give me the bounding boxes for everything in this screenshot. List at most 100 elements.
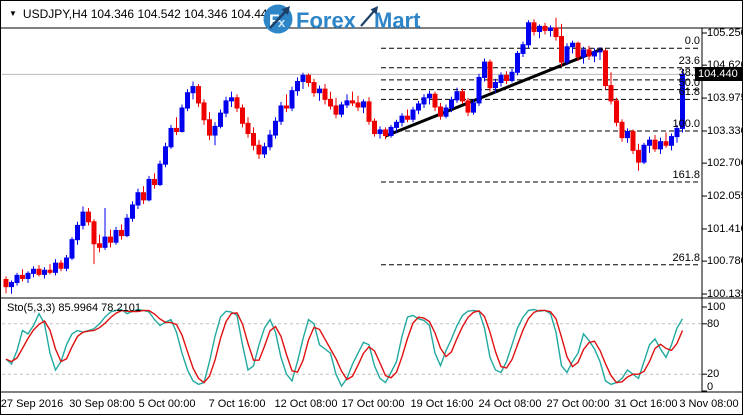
price-tick-label[interactable]: 100.780 xyxy=(707,255,743,268)
candlestick xyxy=(680,73,685,129)
date-label[interactable]: 17 Oct 00:00 xyxy=(341,398,405,410)
candlestick xyxy=(641,144,647,163)
candlestick xyxy=(69,239,75,259)
candlestick xyxy=(212,125,218,136)
candlestick xyxy=(36,268,42,275)
date-label[interactable]: 12 Oct 08:00 xyxy=(274,398,338,410)
candlestick xyxy=(267,134,273,148)
current-price-badge: 104.440 xyxy=(695,67,742,82)
candlestick xyxy=(421,97,427,105)
date-label[interactable]: 30 Sep 08:00 xyxy=(69,398,135,410)
trendline xyxy=(384,47,604,138)
candlestick xyxy=(608,85,614,102)
fib-level-label: 100.0 xyxy=(672,117,700,130)
candlestick xyxy=(471,102,476,113)
candlestick xyxy=(42,269,47,275)
price-tick-label[interactable]: 100.135 xyxy=(707,288,743,301)
logo-monogram-f: F xyxy=(269,11,279,30)
price-tick-label[interactable]: 103.330 xyxy=(707,124,743,137)
candlestick xyxy=(493,81,498,89)
candlestick xyxy=(201,102,207,121)
candlestick xyxy=(333,105,339,115)
candlestick xyxy=(86,211,91,223)
sto-scale-label[interactable]: 80 xyxy=(707,317,720,330)
fib-level-label: 161.8 xyxy=(672,169,700,182)
candlestick xyxy=(344,100,350,106)
candlestick xyxy=(295,80,300,92)
candlestick xyxy=(548,27,553,31)
candlestick xyxy=(185,92,190,109)
candlestick xyxy=(361,101,366,108)
candlestick xyxy=(97,243,102,248)
date-label[interactable]: 27 Sep 2016 xyxy=(0,398,64,410)
candlestick xyxy=(196,86,201,104)
candlestick xyxy=(531,22,537,32)
candlestick xyxy=(432,93,438,108)
candlestick xyxy=(388,126,394,137)
candlestick xyxy=(179,107,185,132)
candlestick xyxy=(515,52,520,73)
candlestick xyxy=(31,268,36,274)
candlestick xyxy=(102,236,108,248)
price-tick-label[interactable]: 103.975 xyxy=(707,92,743,105)
candlestick xyxy=(146,178,152,201)
candlestick xyxy=(537,25,542,32)
date-label[interactable]: 5 Oct 00:00 xyxy=(138,398,196,410)
date-label[interactable]: 31 Oct 16:00 xyxy=(614,398,678,410)
date-label[interactable]: 3 Nov 08:00 xyxy=(679,398,739,410)
candlestick xyxy=(669,136,674,146)
candlestick xyxy=(190,86,196,94)
date-label[interactable]: 7 Oct 16:00 xyxy=(208,398,266,410)
date-label[interactable]: 27 Oct 00:00 xyxy=(546,398,610,410)
price-tick-label[interactable]: 105.250 xyxy=(707,27,743,39)
dropdown-caret-icon[interactable]: ▼ xyxy=(9,9,17,18)
fib-level-label: 0.0 xyxy=(684,35,700,48)
candlestick xyxy=(168,127,174,148)
candlestick xyxy=(58,262,64,269)
logo-m-arrow-shaft xyxy=(360,9,376,27)
candlestick xyxy=(366,101,372,122)
candlestick xyxy=(75,224,80,241)
candlestick xyxy=(328,98,333,107)
candlestick xyxy=(592,51,597,57)
stochastic-indicator-label: Sto(5,3,3) 85.9964 78.2101 xyxy=(7,302,141,314)
price-tick-label[interactable]: 101.410 xyxy=(707,222,743,235)
sto-scale-label[interactable]: 100 xyxy=(707,301,726,313)
date-label[interactable]: 24 Oct 08:00 xyxy=(478,398,542,410)
candlestick xyxy=(350,100,355,104)
date-label[interactable]: 19 Oct 16:00 xyxy=(410,398,474,410)
candlestick xyxy=(410,109,416,120)
candlestick xyxy=(427,93,432,99)
price-tick-label[interactable]: 102.700 xyxy=(707,157,743,170)
candlestick xyxy=(460,91,465,102)
candlestick xyxy=(570,42,575,48)
sto-scale-label[interactable]: 0 xyxy=(707,381,714,393)
candlestick xyxy=(317,88,322,94)
candlestick xyxy=(130,204,135,219)
fib-level-label: 61.8 xyxy=(678,86,700,99)
candlestick xyxy=(454,91,460,101)
candlestick xyxy=(603,50,608,87)
candlestick xyxy=(526,22,531,46)
sto-scale-label[interactable]: 20 xyxy=(707,368,720,381)
candlestick xyxy=(108,236,113,243)
candlestick xyxy=(174,127,179,132)
stochastic-k-line xyxy=(5,308,684,388)
price-tick-label[interactable]: 102.055 xyxy=(707,190,743,203)
candlestick xyxy=(636,149,641,163)
candlestick xyxy=(564,46,570,63)
candlestick xyxy=(498,74,504,83)
candlestick xyxy=(399,115,405,123)
candlestick xyxy=(394,121,399,128)
candlestick xyxy=(229,97,234,102)
candlestick xyxy=(559,36,564,63)
candlestick xyxy=(405,115,410,120)
candlestick xyxy=(482,61,487,78)
candlestick xyxy=(47,269,53,273)
logo-m-arrow-head xyxy=(370,6,378,15)
candlestick xyxy=(630,130,636,151)
candlestick xyxy=(273,120,278,136)
symbol-ohlc-text: USDJPY,H4 104.346 104.542 104.346 104.44… xyxy=(22,7,275,21)
candlestick xyxy=(372,120,377,135)
